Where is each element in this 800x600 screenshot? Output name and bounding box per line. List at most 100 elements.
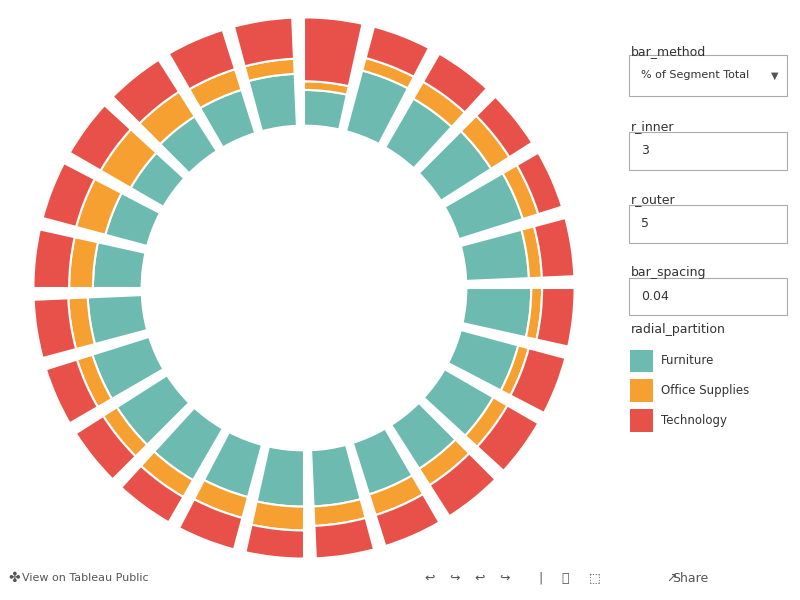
Bar bbox=[465, 397, 507, 446]
Text: ↩: ↩ bbox=[425, 571, 435, 584]
Bar bbox=[314, 499, 366, 526]
Bar bbox=[414, 82, 465, 127]
Bar bbox=[34, 229, 74, 288]
Bar bbox=[257, 446, 304, 506]
FancyBboxPatch shape bbox=[629, 132, 787, 170]
Bar bbox=[130, 153, 184, 207]
Bar bbox=[477, 406, 538, 471]
Text: radial_partition: radial_partition bbox=[630, 323, 726, 336]
Bar bbox=[141, 452, 193, 497]
Bar bbox=[304, 81, 349, 95]
Bar bbox=[419, 440, 470, 485]
Text: % of Segment Total: % of Segment Total bbox=[641, 70, 749, 80]
Text: View on Tableau Public: View on Tableau Public bbox=[22, 573, 149, 583]
Bar bbox=[445, 173, 523, 239]
Bar bbox=[106, 193, 160, 246]
FancyBboxPatch shape bbox=[630, 409, 653, 431]
Bar bbox=[103, 407, 147, 457]
Text: r_inner: r_inner bbox=[630, 121, 674, 133]
Bar bbox=[204, 432, 262, 497]
Bar bbox=[376, 494, 439, 546]
Bar bbox=[169, 30, 235, 89]
FancyBboxPatch shape bbox=[630, 379, 653, 402]
Bar bbox=[88, 295, 147, 344]
Bar bbox=[419, 131, 491, 201]
Bar bbox=[462, 288, 531, 337]
Bar bbox=[501, 346, 529, 395]
Text: ✤: ✤ bbox=[8, 571, 20, 585]
Bar bbox=[448, 330, 518, 391]
Text: bar_method: bar_method bbox=[630, 45, 706, 58]
Bar bbox=[77, 355, 112, 407]
Bar bbox=[68, 298, 95, 349]
Text: Share: Share bbox=[672, 571, 708, 584]
Bar bbox=[121, 466, 183, 523]
Bar bbox=[534, 218, 574, 278]
Bar bbox=[526, 288, 542, 340]
Bar bbox=[461, 116, 510, 169]
Bar bbox=[346, 71, 408, 144]
Bar bbox=[160, 116, 217, 173]
Bar bbox=[311, 445, 361, 506]
Bar bbox=[251, 502, 304, 530]
Text: ↪: ↪ bbox=[500, 571, 510, 584]
Text: |: | bbox=[538, 571, 542, 584]
Bar bbox=[314, 518, 374, 559]
Bar bbox=[76, 416, 136, 479]
Bar bbox=[70, 105, 131, 170]
Bar bbox=[461, 230, 529, 281]
FancyBboxPatch shape bbox=[629, 278, 787, 316]
Bar bbox=[200, 90, 255, 148]
Bar bbox=[510, 348, 566, 413]
Bar bbox=[369, 475, 423, 515]
Text: ⬚: ⬚ bbox=[589, 571, 601, 584]
Bar bbox=[34, 298, 76, 358]
Bar bbox=[93, 242, 146, 288]
Text: ↗: ↗ bbox=[666, 571, 678, 584]
Bar bbox=[385, 98, 452, 169]
Text: Office Supplies: Office Supplies bbox=[661, 384, 750, 397]
Bar bbox=[69, 237, 98, 288]
Bar bbox=[194, 480, 248, 518]
Bar bbox=[423, 53, 487, 112]
Bar bbox=[101, 130, 156, 188]
Bar bbox=[502, 165, 538, 219]
Bar bbox=[234, 17, 294, 67]
Bar bbox=[304, 17, 362, 86]
Bar bbox=[537, 288, 574, 347]
Bar bbox=[249, 74, 297, 131]
Bar bbox=[245, 59, 294, 81]
Bar bbox=[522, 226, 542, 278]
Text: Technology: Technology bbox=[661, 414, 727, 427]
Bar bbox=[424, 369, 494, 436]
Text: ▼: ▼ bbox=[771, 70, 778, 80]
Bar bbox=[190, 69, 242, 108]
Bar bbox=[117, 375, 189, 445]
FancyBboxPatch shape bbox=[629, 205, 787, 242]
Bar bbox=[92, 337, 163, 399]
Text: bar_spacing: bar_spacing bbox=[630, 266, 706, 280]
Bar bbox=[246, 525, 304, 559]
Bar bbox=[391, 403, 455, 469]
Bar bbox=[430, 454, 495, 516]
Text: 5: 5 bbox=[641, 217, 649, 230]
Bar bbox=[42, 163, 94, 227]
Bar bbox=[476, 97, 532, 157]
Bar bbox=[366, 26, 429, 77]
Text: Furniture: Furniture bbox=[661, 355, 714, 367]
Text: 3: 3 bbox=[641, 144, 649, 157]
Text: ↩: ↩ bbox=[474, 571, 486, 584]
FancyBboxPatch shape bbox=[629, 55, 787, 95]
Bar bbox=[362, 58, 414, 88]
Text: ↪: ↪ bbox=[450, 571, 460, 584]
Bar bbox=[179, 499, 242, 550]
Bar bbox=[353, 428, 412, 494]
Bar bbox=[139, 92, 194, 144]
Bar bbox=[517, 153, 562, 214]
Bar bbox=[304, 90, 347, 130]
Text: ⬜: ⬜ bbox=[562, 571, 569, 584]
Text: r_outer: r_outer bbox=[630, 193, 675, 206]
Text: 0.04: 0.04 bbox=[641, 290, 669, 303]
Bar bbox=[46, 359, 98, 423]
Bar bbox=[154, 407, 223, 480]
